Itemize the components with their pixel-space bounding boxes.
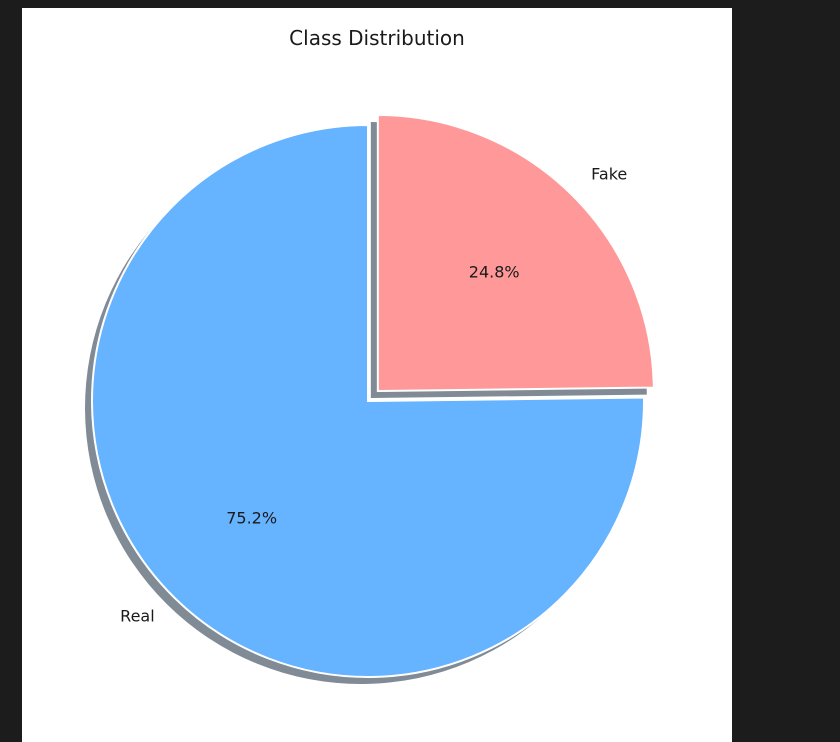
slice-label-fake: Fake: [591, 165, 627, 184]
pie-slice-fake: [376, 114, 655, 393]
slice-label-real: Real: [120, 607, 155, 626]
pie-label-group: Real 75.2% Fake 24.8%: [120, 165, 627, 626]
chart-title: Class Distribution: [289, 26, 465, 50]
pie-slice-real: [91, 123, 645, 678]
pie-chart: Real 75.2% Fake 24.8%: [85, 114, 655, 684]
pie-wedge-group: [91, 114, 655, 678]
slice-percent-fake: 24.8%: [469, 263, 520, 282]
chart-figure: Class Distribution Real 75.2% Fake 24.8%: [22, 8, 732, 742]
slice-percent-real: 75.2%: [226, 508, 277, 527]
